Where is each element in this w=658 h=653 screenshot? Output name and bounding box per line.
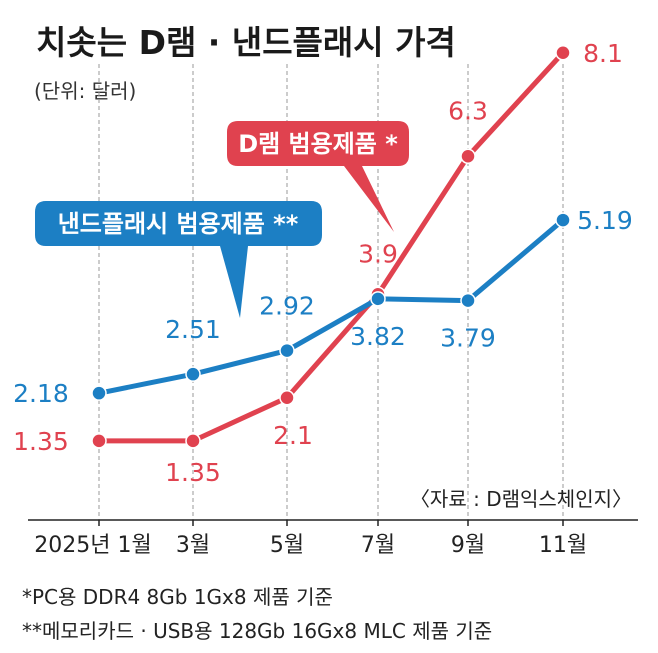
series-lines <box>96 50 566 444</box>
dram-value-label-5: 8.1 <box>583 39 623 68</box>
dram-point-1 <box>185 433 201 449</box>
x-tick-label: 11월 <box>539 533 587 558</box>
dram-value-label-2: 2.1 <box>273 421 313 450</box>
nand-point-2 <box>279 342 295 359</box>
x-tick-label: 9월 <box>451 533 485 558</box>
source-note: 〈자료 : D램익스체인지〉 <box>410 487 632 511</box>
footnote-nand: **메모리카드 · USB용 128Gb 16Gx8 MLC 제품 기준 <box>22 619 492 643</box>
nand-point-1 <box>185 366 201 382</box>
nand-series-line <box>96 217 566 396</box>
dram-value-label-3: 3.9 <box>358 239 398 268</box>
dram-point-5 <box>555 45 571 61</box>
nand-point-5 <box>555 212 571 228</box>
dram-point-0 <box>91 433 107 449</box>
dram-point-2 <box>279 390 295 406</box>
nand-value-label-1: 2.51 <box>165 315 221 344</box>
dram-legend-label: D램 범용제품 * <box>238 130 398 158</box>
dram-legend-callout: D램 범용제품 * <box>227 121 409 232</box>
nand-value-label-5: 5.19 <box>577 206 633 235</box>
x-tick-label: 2025년 1월 <box>34 533 151 558</box>
nand-value-label-3: 3.82 <box>350 322 406 351</box>
nand-legend-callout: 낸드플래시 범용제품 ** <box>35 201 322 318</box>
dram-value-label-1: 1.35 <box>165 458 221 487</box>
dram-callout-bubble <box>227 121 409 232</box>
series-points <box>91 45 571 449</box>
data-labels: 1.35 1.35 2.1 3.9 6.3 8.1 2.18 2.51 2.92 3.82 3.79… <box>13 39 633 487</box>
x-tick-label: 7월 <box>361 533 395 558</box>
nand-point-0 <box>91 385 107 401</box>
nand-value-label-4: 3.79 <box>440 324 496 353</box>
chart-title: 치솟는 D램 · 낸드플래시 가격 <box>36 23 456 62</box>
nand-callout-bubble <box>35 201 322 318</box>
x-tick-label: 3월 <box>176 533 210 558</box>
dram-series-line <box>96 50 566 444</box>
x-axis-ticks: 2025년 1월 3월 5월 7월 9월 11월 <box>34 520 587 558</box>
x-tick-label: 5월 <box>270 533 304 558</box>
nand-point-3 <box>370 291 386 307</box>
nand-value-label-2: 2.92 <box>259 292 315 321</box>
nand-legend-label: 낸드플래시 범용제품 ** <box>58 210 299 238</box>
unit-label: (단위: 달러) <box>34 79 136 103</box>
nand-value-label-0: 2.18 <box>13 379 69 408</box>
footnote-dram: *PC용 DDR4 8Gb 1Gx8 제품 기준 <box>22 585 333 609</box>
dram-value-label-4: 6.3 <box>448 96 488 125</box>
dram-point-4 <box>460 148 476 164</box>
dram-value-label-0: 1.35 <box>13 427 69 456</box>
nand-point-4 <box>460 292 476 309</box>
